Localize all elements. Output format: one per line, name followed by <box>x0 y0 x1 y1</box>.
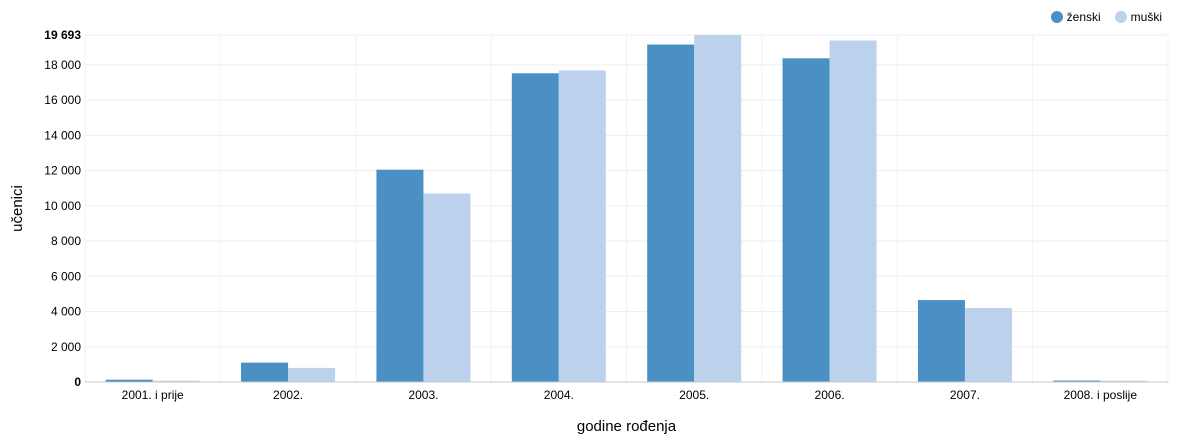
x-tick-label: 2003. <box>408 388 438 402</box>
bar-muski[interactable] <box>964 307 1012 382</box>
x-tick-label: 2002. <box>273 388 303 402</box>
x-tick-label: 2001. i prije <box>122 388 184 402</box>
legend-label-muski: muški <box>1130 10 1162 24</box>
bar-muski[interactable] <box>152 380 200 382</box>
y-tick-label: 12 000 <box>44 164 81 178</box>
bars <box>105 35 1148 383</box>
y-tick-label: 4 000 <box>51 305 81 319</box>
y-tick-label: 8 000 <box>51 234 81 248</box>
x-tick-label: 2007. <box>950 388 980 402</box>
legend-swatch-zenski <box>1050 11 1063 23</box>
x-axis-title: godine rođenja <box>577 418 677 435</box>
legend-item-zenski[interactable]: ženski <box>1050 10 1101 24</box>
bar-muski[interactable] <box>423 193 471 382</box>
y-axis-title: učenici <box>9 185 26 232</box>
x-tick-label: 2008. i poslije <box>1064 388 1138 402</box>
bar-muski[interactable] <box>288 367 336 382</box>
x-tick-label: 2006. <box>815 388 845 402</box>
bar-zenski[interactable] <box>105 379 153 382</box>
bar-muski[interactable] <box>694 35 742 382</box>
bar-zenski[interactable] <box>511 73 559 382</box>
y-tick-label: 6 000 <box>51 269 81 283</box>
y-tick-label: 19 693 <box>44 28 81 42</box>
x-axis-ticks: 2001. i prije 2002. 2003. 2004. 2005. 2006. 20… <box>122 388 1138 402</box>
y-tick-label: 0 <box>74 375 81 389</box>
y-tick-label: 16 000 <box>44 93 81 107</box>
bar-zenski[interactable] <box>376 169 424 382</box>
y-tick-label: 18 000 <box>44 58 81 72</box>
bar-muski[interactable] <box>558 70 606 382</box>
bar-zenski[interactable] <box>241 362 289 382</box>
legend-label-zenski: ženski <box>1066 10 1101 24</box>
bar-muski[interactable] <box>829 40 877 383</box>
chart-legend: ženski muški <box>1050 10 1162 24</box>
x-tick-label: 2004. <box>544 388 574 402</box>
x-tick-label: 2005. <box>679 388 709 402</box>
bar-zenski[interactable] <box>782 58 830 382</box>
y-tick-label: 14 000 <box>44 128 81 142</box>
bar-zenski[interactable] <box>1053 380 1101 382</box>
bar-muski[interactable] <box>1100 380 1148 382</box>
legend-swatch-muski <box>1114 11 1127 23</box>
y-tick-label: 2 000 <box>51 340 81 354</box>
bar-zenski[interactable] <box>647 44 695 382</box>
y-axis-ticks: 0 2 000 4 000 6 000 8 000 10 000 12 000 14 000 1… <box>44 28 81 389</box>
legend-item-muski[interactable]: muški <box>1114 10 1162 24</box>
y-tick-label: 10 000 <box>44 199 81 213</box>
bar-zenski[interactable] <box>917 300 965 382</box>
grid-lines <box>84 34 1169 383</box>
